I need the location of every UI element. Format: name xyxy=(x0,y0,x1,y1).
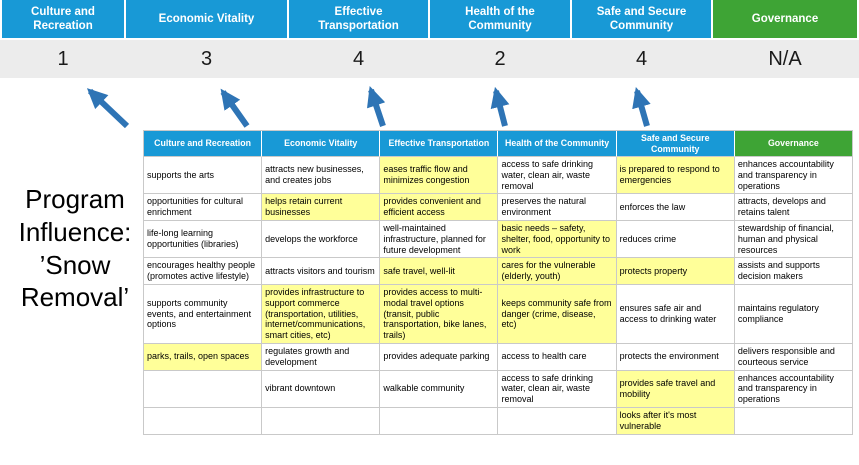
program-title: Program Influence: ’Snow Removal’ xyxy=(18,184,132,313)
pillar-score-6: N/A xyxy=(768,47,802,70)
matrix-cell-r2-c2: helps retain current businesses xyxy=(262,194,381,222)
matrix-cell-r6-c3: provides adequate parking xyxy=(380,344,499,371)
pillar-header-4: Health of the Community xyxy=(430,0,570,38)
pillar-header-3: Effective Transportation xyxy=(289,0,428,38)
matrix-cell-r3-c5: reduces crime xyxy=(616,221,735,259)
matrix-cell-r3-c2: develops the workforce xyxy=(262,221,381,259)
matrix-cell-r7-c1 xyxy=(144,370,263,409)
matrix-header-6: Governance xyxy=(734,131,853,158)
influence-arrow-1 xyxy=(86,88,130,129)
matrix-cell-r4-c6: assists and supports decision makers xyxy=(734,258,853,286)
influence-arrow-5 xyxy=(632,86,651,127)
matrix-cell-r3-c4: basic needs – safety, shelter, food, opp… xyxy=(498,221,617,259)
matrix-cell-r6-c1: parks, trails, open spaces xyxy=(144,344,263,371)
matrix-cell-r7-c4: access to safe drinking water, clean air… xyxy=(498,370,617,409)
matrix-cell-r5-c2: provides infrastructure to support comme… xyxy=(262,285,381,345)
matrix-cell-r8-c6 xyxy=(734,408,853,435)
matrix-cell-r7-c6: enhances accountability and transparency… xyxy=(734,370,853,409)
matrix-cell-r4-c3: safe travel, well-lit xyxy=(380,258,499,286)
matrix-table: Culture and Recreation Economic Vitality E… xyxy=(143,130,853,435)
matrix-header-4: Health of the Community xyxy=(498,131,617,158)
matrix-cell-r2-c6: attracts, develops and retains talent xyxy=(734,194,853,222)
matrix-cell-r1-c6: enhances accountability and transparency… xyxy=(734,157,853,195)
pillar-banner: Culture and Recreation Economic Vitality E… xyxy=(2,0,857,38)
matrix-cell-r2-c4: preserves the natural environment xyxy=(498,194,617,222)
matrix-cell-r5-c5: ensures safe air and access to drinking … xyxy=(616,285,735,345)
matrix-cell-r4-c4: cares for the vulnerable (elderly, youth… xyxy=(498,258,617,286)
matrix-cell-r3-c6: stewardship of financial, human and phys… xyxy=(734,221,853,259)
score-band: 1 3 4 2 4 N/A xyxy=(0,40,859,78)
pillar-score-4: 2 xyxy=(494,47,506,70)
matrix-cell-r6-c2: regulates growth and development xyxy=(262,344,381,371)
matrix-header-3: Effective Transportation xyxy=(380,131,499,158)
matrix-cell-r5-c6: maintains regulatory compliance xyxy=(734,285,853,345)
matrix-cell-r7-c2: vibrant downtown xyxy=(262,370,381,409)
pillar-score-2: 3 xyxy=(200,47,213,70)
matrix-cell-r5-c4: keeps community safe from danger (crime,… xyxy=(498,285,617,345)
matrix-header-5: Safe and Secure Community xyxy=(616,131,735,158)
influence-arrow-3 xyxy=(367,86,386,127)
matrix-cell-r6-c5: protects the environment xyxy=(616,344,735,371)
matrix-cell-r1-c1: supports the arts xyxy=(144,157,263,195)
matrix-cell-r6-c6: delivers responsible and courteous servi… xyxy=(734,344,853,371)
matrix-cell-r6-c4: access to health care xyxy=(498,344,617,371)
pillar-score-3: 4 xyxy=(352,47,365,70)
matrix-cell-r7-c5: provides safe travel and mobility xyxy=(616,370,735,409)
matrix-cell-r3-c1: life-long learning opportunities (librar… xyxy=(144,221,263,259)
matrix-cell-r1-c5: is prepared to respond to emergencies xyxy=(616,157,735,195)
matrix-cell-r8-c4 xyxy=(498,408,617,435)
pillar-header-1: Culture and Recreation xyxy=(2,0,124,38)
matrix-cell-r8-c2 xyxy=(262,408,381,435)
matrix-header-1: Culture and Recreation xyxy=(144,131,263,158)
matrix-cell-r4-c1: encourages healthy people (promotes acti… xyxy=(144,258,263,286)
matrix-cell-r4-c2: attracts visitors and tourism xyxy=(262,258,381,286)
pillar-score-1: 1 xyxy=(57,47,69,70)
matrix-cell-r4-c5: protects property xyxy=(616,258,735,286)
matrix-header-2: Economic Vitality xyxy=(262,131,381,158)
matrix-cell-r2-c1: opportunities for cultural enrichment xyxy=(144,194,263,222)
matrix-cell-r8-c5: looks after it's most vulnerable xyxy=(616,408,735,435)
matrix-cell-r5-c1: supports community events, and entertain… xyxy=(144,285,263,345)
pillar-header-5: Safe and Secure Community xyxy=(572,0,711,38)
matrix-cell-r3-c3: well-maintained infrastructure, planned … xyxy=(380,221,499,259)
influence-arrows xyxy=(86,86,651,129)
pillar-score-5: 4 xyxy=(635,47,648,70)
matrix-cell-r8-c1 xyxy=(144,408,263,435)
influence-arrow-2 xyxy=(220,88,250,128)
pillar-header-6: Governance xyxy=(713,0,857,38)
matrix-cell-r8-c3 xyxy=(380,408,499,435)
matrix-cell-r1-c3: eases traffic flow and minimizes congest… xyxy=(380,157,499,195)
matrix-cell-r1-c4: access to safe drinking water, clean air… xyxy=(498,157,617,195)
score-row: 1 3 4 2 4 N/A xyxy=(2,40,857,78)
matrix-cell-r2-c3: provides convenient and efficient access xyxy=(380,194,499,222)
influence-arrow-4 xyxy=(490,86,510,127)
pillar-header-2: Economic Vitality xyxy=(126,0,287,38)
matrix-cell-r1-c2: attracts new businesses, and creates job… xyxy=(262,157,381,195)
matrix-cell-r2-c5: enforces the law xyxy=(616,194,735,222)
matrix-cell-r5-c3: provides access to multi-modal travel op… xyxy=(380,285,499,345)
matrix-cell-r7-c3: walkable community xyxy=(380,370,499,409)
